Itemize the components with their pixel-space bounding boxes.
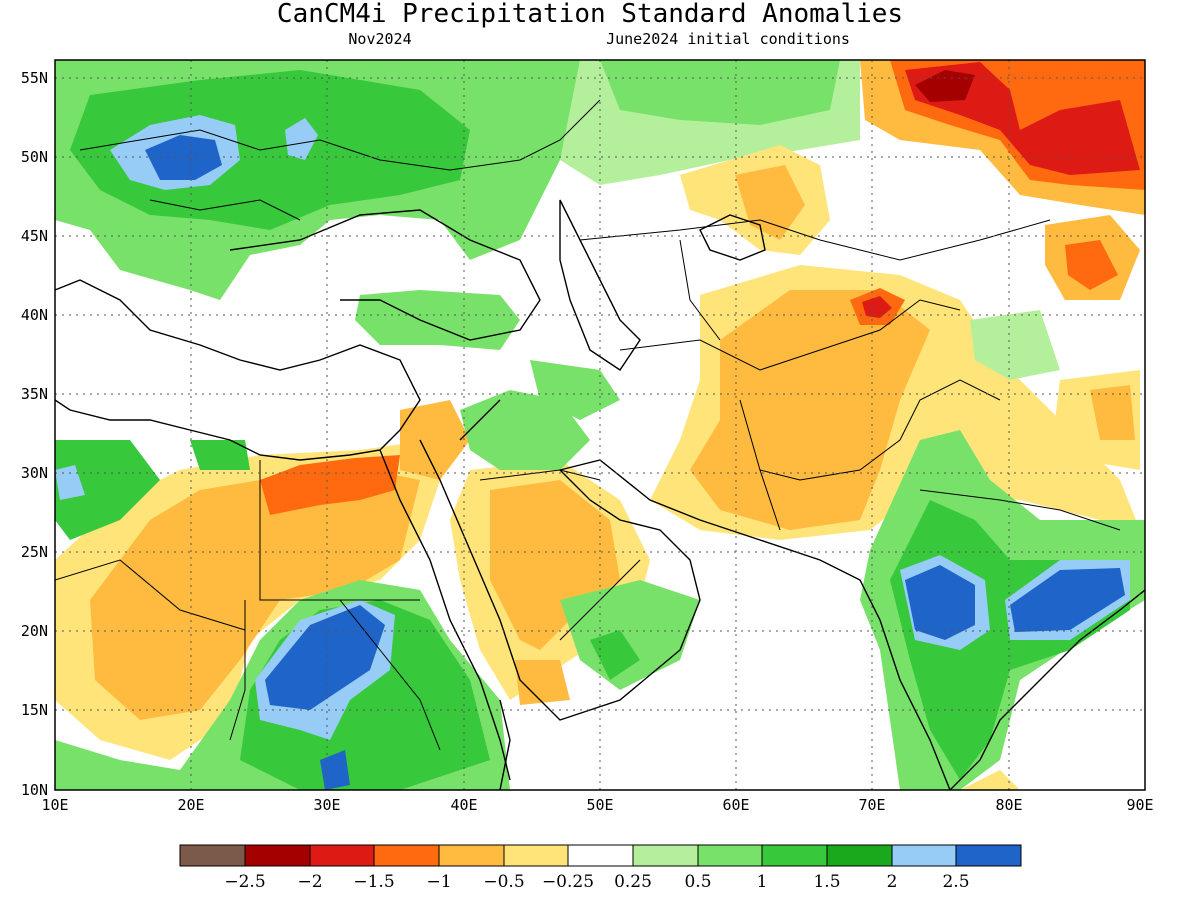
latitude-axis: 55N 50N 45N 40N 35N 30N 25N 20N 15N 10N	[21, 69, 48, 799]
country-borders	[55, 99, 1121, 751]
colorbar-swatch	[244, 844, 311, 867]
lat-tick-label: 40N	[21, 306, 48, 324]
colorbar-swatch	[826, 844, 893, 867]
anatolia-wet	[355, 290, 520, 350]
sahel-wet	[55, 440, 160, 540]
grid-lines	[55, 60, 1145, 790]
lon-tick-label: 50E	[586, 796, 613, 814]
ukraine-wet-spot	[285, 118, 318, 160]
colorbar-swatch	[438, 844, 505, 867]
kazakh-wet	[600, 60, 840, 125]
colorbar-label: 0.5	[684, 872, 711, 892]
levant-wet	[460, 390, 590, 470]
chad-wet	[190, 440, 250, 470]
oman-wet-core	[590, 630, 640, 680]
initial-conditions-label: June2024 initial conditions	[606, 30, 850, 48]
lon-tick-label: 30E	[313, 796, 340, 814]
colorbar-swatch	[309, 844, 375, 867]
colorbar-label: −0.25	[542, 872, 594, 892]
colorbar-swatch	[373, 844, 440, 867]
colorbar-swatch	[632, 844, 699, 867]
tibet-dry-core	[1090, 385, 1135, 440]
colorbar-swatch	[567, 844, 634, 867]
lon-tick-label: 80E	[995, 796, 1022, 814]
colorbar-label: 2	[887, 872, 898, 892]
lon-tick-label: 90E	[1126, 796, 1153, 814]
forecast-month-label: Nov2024	[348, 30, 411, 48]
lat-tick-label: 30N	[21, 464, 48, 482]
india-wet-west-core	[905, 565, 975, 640]
lat-tick-label: 55N	[21, 69, 48, 87]
map-panel	[55, 60, 1145, 790]
colorbar: −2.5 −2 −1.5 −1 −0.5 −0.25 0.25 0.5 1 1.…	[179, 844, 1022, 892]
india-dry-south	[960, 770, 1020, 790]
longitude-axis: 10E 20E 30E 40E 50E 60E 70E 80E 90E	[41, 796, 1153, 814]
sahel-wet-core	[55, 465, 85, 500]
lat-tick-label: 50N	[21, 148, 48, 166]
colorbar-label: −2.5	[224, 872, 265, 892]
lat-tick-label: 25N	[21, 543, 48, 561]
colorbar-label: 0.25	[614, 872, 652, 892]
pannonian-wet-core	[145, 135, 222, 180]
lon-tick-label: 60E	[722, 796, 749, 814]
europe-wet-core	[70, 70, 470, 230]
colorbar-swatch	[761, 844, 828, 867]
sudan-wet-core	[265, 605, 385, 710]
colorbar-label: 2.5	[942, 872, 969, 892]
lat-tick-label: 20N	[21, 622, 48, 640]
figure-title: CanCM4i Precipitation Standard Anomalies	[277, 0, 903, 29]
coastlines	[55, 199, 1145, 790]
map-frame	[54, 59, 1146, 791]
egypt-dry-core	[260, 455, 400, 515]
colorbar-label: −1	[426, 872, 451, 892]
colorbar-swatch	[179, 844, 246, 867]
lat-tick-label: 15N	[21, 701, 48, 719]
lon-tick-label: 20E	[177, 796, 204, 814]
colorbar-label: −0.5	[483, 872, 524, 892]
arabia-dry-core	[490, 480, 620, 650]
colorbar-label: 1	[757, 872, 768, 892]
karakoram-wet	[970, 310, 1060, 380]
yemen-dry	[515, 660, 570, 705]
afghanistan-dry	[690, 290, 930, 530]
colorbar-swatch	[955, 844, 1022, 867]
colorbar-swatch	[891, 844, 957, 867]
iraq-wet	[530, 360, 620, 420]
colorbar-label: −2	[297, 872, 322, 892]
colorbar-label: −1.5	[353, 872, 394, 892]
lon-tick-label: 70E	[858, 796, 885, 814]
xinjiang-dry-core	[1065, 240, 1118, 290]
colorbar-swatch	[697, 844, 763, 867]
lat-tick-label: 10N	[21, 781, 48, 799]
india-wet-east-core	[1010, 568, 1125, 632]
tajik-dry-deep	[862, 296, 892, 318]
colorbar-label: 1.5	[813, 872, 840, 892]
lat-tick-label: 35N	[21, 385, 48, 403]
lon-tick-label: 10E	[41, 796, 68, 814]
lat-tick-label: 45N	[21, 227, 48, 245]
levant-dry	[400, 400, 470, 480]
lon-tick-label: 40E	[450, 796, 477, 814]
sahara-dry-core	[90, 470, 420, 720]
colorbar-swatch	[503, 844, 569, 867]
